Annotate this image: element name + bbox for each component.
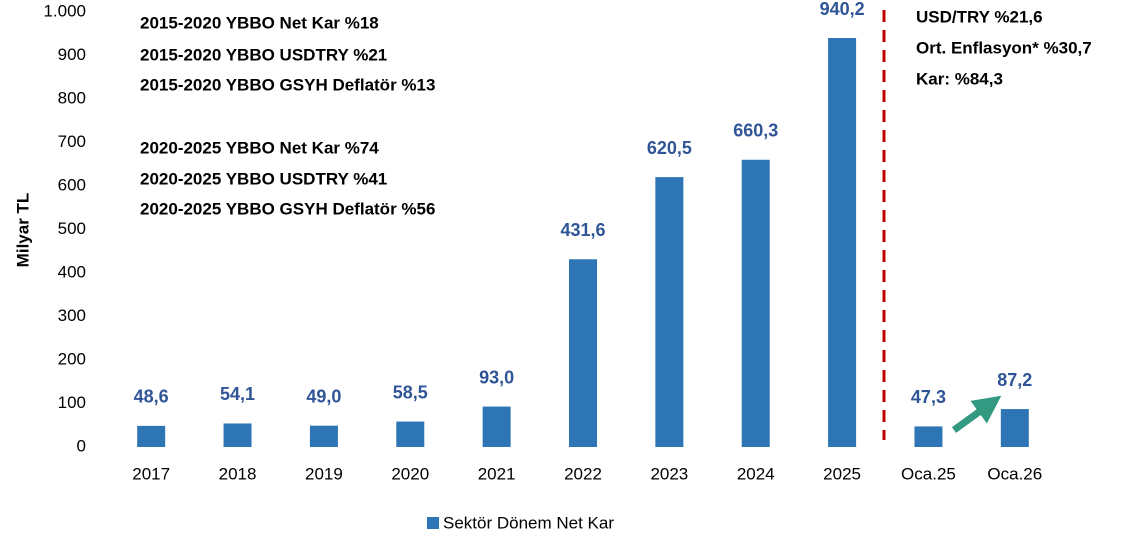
bar [482, 406, 511, 447]
value-label: 58,5 [393, 382, 428, 402]
y-axis-title: Milyar TL [13, 193, 32, 268]
bar [137, 425, 166, 447]
x-tick-label: 2020 [391, 464, 429, 483]
annotation: 2020-2025 YBBO Net Kar %74 [140, 138, 379, 157]
y-tick-label: 0 [77, 436, 86, 455]
x-tick-label: 2023 [650, 464, 688, 483]
value-label: 431,6 [560, 220, 605, 240]
annotation: 2015-2020 YBBO GSYH Deflatör %13 [140, 75, 435, 94]
y-tick-label: 300 [58, 306, 86, 325]
y-tick-label: 500 [58, 219, 86, 238]
arrow [951, 395, 1002, 433]
value-label: 48,6 [134, 387, 169, 407]
value-label: 940,2 [820, 0, 865, 19]
y-tick-label: 900 [58, 45, 86, 64]
y-tick-label: 800 [58, 88, 86, 107]
x-tick-label: 2024 [737, 464, 775, 483]
x-tick-label: 2019 [305, 464, 343, 483]
annotation: Ort. Enflasyon* %30,7 [916, 38, 1092, 57]
y-tick-label: 100 [58, 393, 86, 412]
x-tick-label: 2018 [219, 464, 257, 483]
annotation: 2015-2020 YBBO Net Kar %18 [140, 13, 379, 32]
x-tick-label: 2017 [132, 464, 170, 483]
bar [914, 426, 943, 447]
bar [741, 159, 770, 447]
value-label: 660,3 [733, 121, 778, 141]
value-label: 47,3 [911, 387, 946, 407]
legend-label: Sektör Dönem Net Kar [443, 513, 614, 532]
y-tick-label: 600 [58, 175, 86, 194]
x-tick-label: 2021 [478, 464, 516, 483]
annotation: USD/TRY %21,6 [916, 7, 1043, 26]
value-label: 49,0 [306, 386, 341, 406]
annotation: 2020-2025 YBBO GSYH Deflatör %56 [140, 199, 435, 218]
value-label: 93,0 [479, 367, 514, 387]
value-label: 620,5 [647, 138, 692, 158]
y-tick-label: 400 [58, 262, 86, 281]
x-tick-label: 2022 [564, 464, 602, 483]
bar [828, 38, 857, 447]
value-label: 54,1 [220, 384, 255, 404]
x-tick-label: 2025 [823, 464, 861, 483]
y-tick-label: 200 [58, 349, 86, 368]
x-tick-label: Oca.26 [987, 464, 1042, 483]
y-tick-label: 1.000 [43, 1, 86, 20]
bar [309, 425, 338, 447]
annotation: 2015-2020 YBBO USDTRY %21 [140, 45, 387, 64]
bar [655, 177, 684, 447]
bar [223, 423, 252, 447]
legend-swatch [427, 517, 439, 529]
value-label: 87,2 [997, 370, 1032, 390]
x-tick-label: Oca.25 [901, 464, 956, 483]
y-tick-label: 700 [58, 132, 86, 151]
bar [569, 259, 597, 447]
annotation: 2020-2025 YBBO USDTRY %41 [140, 169, 387, 188]
bar [1000, 409, 1029, 447]
bar [396, 421, 425, 447]
annotation: Kar: %84,3 [916, 69, 1003, 88]
